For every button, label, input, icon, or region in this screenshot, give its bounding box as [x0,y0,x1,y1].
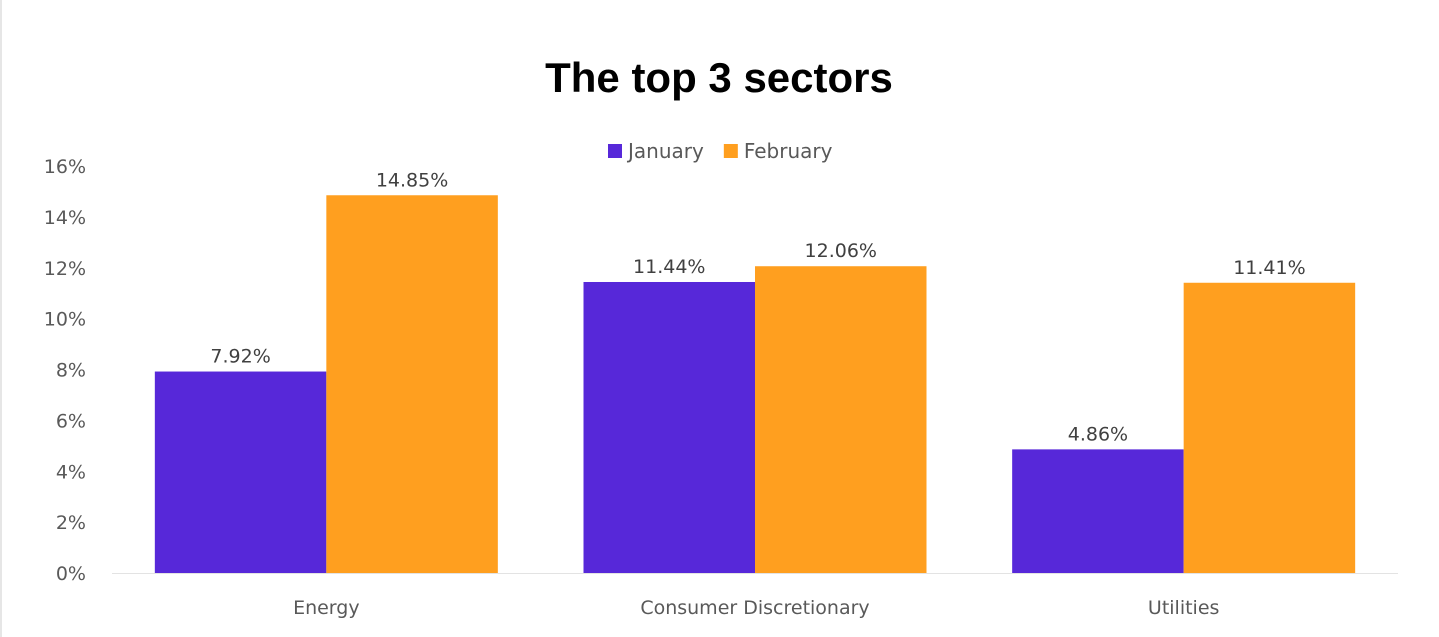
x-tick-label: Energy [293,597,360,619]
legend: January February [608,139,833,163]
legend-swatch-february [723,144,738,158]
y-tick-label: 16% [44,156,86,178]
bar-january-consumer-discretionary [583,281,755,573]
data-label: 4.86% [1068,423,1128,445]
bar-january-utilities [1012,449,1184,573]
data-label: 7.92% [210,346,270,368]
bar-february-energy [326,195,498,574]
y-tick-label: 0% [56,563,86,585]
x-axis: Energy Consumer Discretionary Utilities [112,573,1398,619]
y-tick-label: 10% [44,309,86,331]
y-tick-label: 4% [56,461,86,483]
x-tick-label: Consumer Discretionary [640,597,869,619]
x-tick-label: Utilities [1148,597,1220,619]
legend-swatch-january [608,144,622,158]
y-tick-label: 6% [56,410,86,432]
data-label: 11.44% [633,256,705,278]
chart-title: The top 3 sectors [545,54,893,101]
bar-february-consumer-discretionary [755,266,927,573]
data-label: 11.41% [1233,257,1305,279]
bars: 7.92% 14.85% 11.44% 12.06% 4.86% 11.41% [154,169,1356,574]
y-tick-label: 12% [44,258,86,280]
bar-february-utilities [1183,282,1356,573]
legend-label-february: February [744,139,833,163]
bar-january-energy [154,371,327,573]
legend-label-january: January [626,139,704,163]
y-tick-label: 8% [56,360,86,382]
y-tick-label: 2% [56,512,86,534]
y-tick-label: 14% [44,207,86,229]
left-border [0,0,2,637]
data-label: 14.85% [376,169,448,191]
data-label: 12.06% [805,240,877,262]
y-axis: 0% 2% 4% 6% 8% 10% 12% 14% 16% [44,156,86,585]
